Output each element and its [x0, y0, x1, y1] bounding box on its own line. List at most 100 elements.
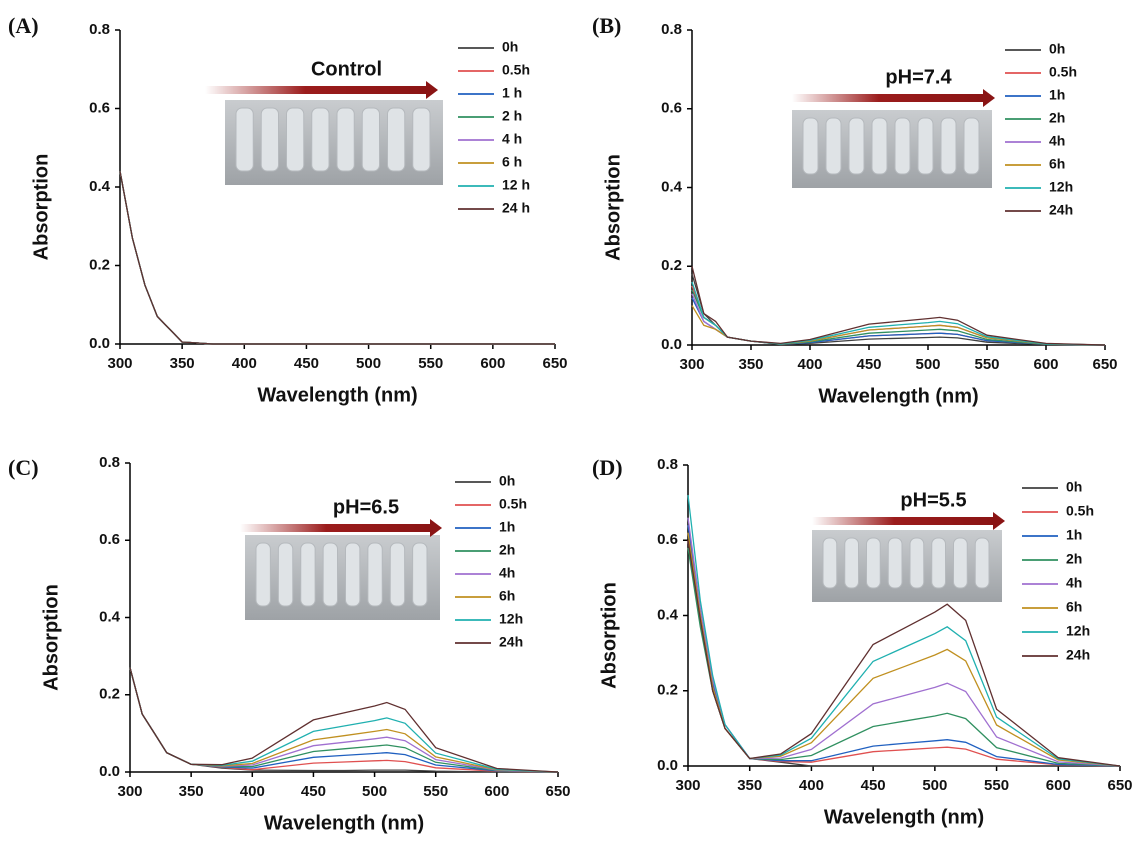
arrow-head — [983, 89, 995, 107]
x-tick-label: 350 — [737, 777, 762, 794]
legend-label: 2 h — [502, 108, 522, 124]
series-line — [119, 171, 555, 345]
tube — [277, 542, 294, 607]
x-tick-label: 400 — [797, 356, 822, 373]
x-tick-label: 300 — [679, 356, 704, 373]
x-tick-label: 300 — [107, 355, 132, 372]
tube — [894, 117, 911, 175]
series-line — [129, 667, 559, 773]
legend-label: 4h — [499, 565, 515, 581]
arrow-head — [993, 512, 1005, 530]
tube — [367, 542, 383, 607]
tube — [931, 537, 946, 589]
series-line — [119, 171, 555, 345]
x-tick-label: 300 — [675, 777, 700, 794]
arrow-body — [205, 86, 428, 94]
x-tick-label: 550 — [974, 356, 999, 373]
x-tick-label: 500 — [356, 355, 381, 372]
legend-label: 12 h — [502, 177, 530, 193]
series-line — [119, 171, 555, 345]
legend-label: 2h — [1066, 551, 1082, 567]
x-axis-title: Wavelength (nm) — [824, 806, 984, 828]
x-tick-label: 600 — [1046, 777, 1071, 794]
inset-photo — [225, 100, 443, 185]
series-line — [119, 171, 555, 345]
x-tick-label: 500 — [922, 777, 947, 794]
legend-label: 24h — [499, 634, 523, 650]
legend-label: 1h — [1066, 527, 1082, 543]
arrow-body — [812, 517, 995, 525]
x-tick-label: 450 — [861, 777, 886, 794]
legend-label: 6h — [1066, 599, 1082, 615]
panel-label: (D) — [592, 455, 623, 480]
y-tick-label: 0.2 — [661, 257, 682, 274]
arrow-body — [240, 524, 432, 532]
y-tick-label: 0.2 — [99, 686, 120, 703]
tube — [412, 107, 431, 172]
x-tick-label: 450 — [856, 356, 881, 373]
panel-label: (C) — [8, 455, 39, 480]
x-tick-label: 450 — [301, 783, 326, 800]
tube — [887, 537, 903, 589]
inset-photo — [812, 530, 1002, 602]
panel-label: (A) — [8, 13, 39, 38]
tube — [336, 107, 355, 172]
x-tick-label: 600 — [484, 783, 509, 800]
arrow-head — [426, 81, 438, 99]
series-line — [129, 667, 559, 773]
legend-label: 1h — [1049, 87, 1065, 103]
y-tick-label: 0.2 — [657, 682, 678, 699]
tube — [311, 107, 330, 172]
x-tick-label: 500 — [362, 783, 387, 800]
x-tick-label: 550 — [423, 783, 448, 800]
series-line — [119, 171, 555, 345]
tube — [866, 537, 881, 589]
inset-photo — [792, 110, 992, 188]
tube — [802, 117, 819, 175]
y-tick-label: 0.0 — [657, 757, 678, 774]
x-tick-label: 400 — [232, 355, 257, 372]
series-line — [129, 667, 559, 773]
tube — [953, 537, 968, 589]
legend-label: 4h — [1066, 575, 1082, 591]
tube — [235, 107, 254, 172]
legend-label: 6 h — [502, 154, 522, 170]
y-tick-label: 0.4 — [657, 606, 679, 623]
legend-label: 24 h — [502, 200, 530, 216]
y-tick-label: 0.0 — [89, 335, 110, 352]
legend-label: 6h — [499, 588, 515, 604]
y-tick-label: 0.6 — [99, 531, 120, 548]
series-line — [691, 289, 1106, 346]
legend-label: 2h — [1049, 110, 1065, 126]
x-tick-label: 600 — [480, 355, 505, 372]
tube — [871, 117, 888, 175]
tube — [300, 542, 316, 607]
x-tick-label: 350 — [170, 355, 195, 372]
y-axis-title: Absorption — [598, 582, 620, 689]
y-axis-title: Absorption — [30, 154, 52, 261]
y-axis-title: Absorption — [40, 584, 62, 691]
x-tick-label: 350 — [738, 356, 763, 373]
panel-label: (B) — [592, 13, 621, 38]
tube — [844, 537, 859, 589]
tube — [286, 107, 305, 172]
x-tick-label: 600 — [1033, 356, 1058, 373]
legend-label: 0.5h — [499, 496, 527, 512]
y-tick-label: 0.2 — [89, 256, 110, 273]
y-tick-label: 0.6 — [89, 99, 110, 116]
legend-label: 0.5h — [1066, 503, 1094, 519]
tube — [825, 117, 842, 175]
series-line — [129, 667, 559, 773]
y-tick-label: 0.6 — [657, 531, 678, 548]
x-axis-title: Wavelength (nm) — [257, 384, 417, 406]
series-line — [119, 171, 555, 345]
annotation: Control — [311, 58, 382, 80]
tube — [322, 542, 338, 607]
annotation: pH=6.5 — [333, 496, 399, 518]
legend-label: 12h — [1066, 623, 1090, 639]
y-tick-label: 0.4 — [661, 178, 683, 195]
legend-label: 2h — [499, 542, 515, 558]
y-tick-label: 0.8 — [99, 454, 120, 471]
x-tick-label: 500 — [915, 356, 940, 373]
